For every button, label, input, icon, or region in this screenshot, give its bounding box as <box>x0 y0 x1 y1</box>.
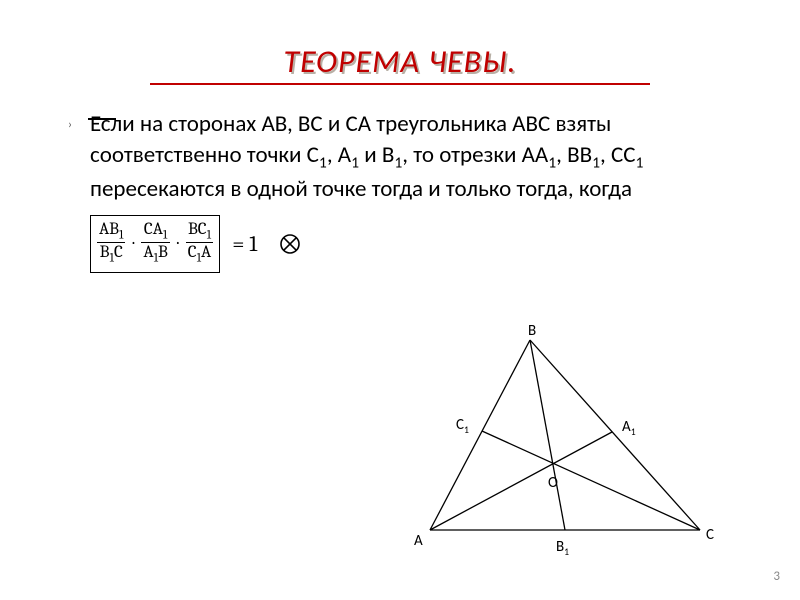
title-region: ТЕОРЕМА ЧЕВЫ. <box>0 0 800 85</box>
triangle-diagram: ABCA1B1C1O <box>410 330 730 550</box>
formula-rhs: = 1 <box>220 231 265 257</box>
bullet-marker: › <box>68 117 72 133</box>
formula-box: AB1B1C·CA1A1B·BC1C1A <box>90 215 220 273</box>
fraction: AB1B1C <box>97 220 125 266</box>
fraction: BC1C1A <box>186 220 213 266</box>
page-number: 3 <box>773 569 780 584</box>
formula-row: AB1B1C·CA1A1B·BC1C1A = 1 <box>90 215 730 273</box>
diagram-label-B: B <box>528 322 536 340</box>
diagram-label-A: A <box>414 532 423 550</box>
otimes-icon <box>279 233 301 255</box>
diagram-label-O: O <box>548 474 558 492</box>
diagram-label-C1: C1 <box>456 416 469 436</box>
fraction: CA1A1B <box>141 220 169 266</box>
body-region: › Если на сторонах AB, BC и CA треугольн… <box>0 85 800 273</box>
diagram-label-A1: A1 <box>622 418 636 438</box>
dot-operator: · <box>170 232 186 253</box>
slide-title: ТЕОРЕМА ЧЕВЫ. <box>0 42 800 81</box>
diagram-label-C: C <box>706 526 714 544</box>
theorem-text: › Если на сторонах AB, BC и CA треугольн… <box>90 109 730 205</box>
dot-operator: · <box>125 232 141 253</box>
diagram-label-B1: B1 <box>556 538 569 558</box>
theorem-body: Если на сторонах AB, BC и CA треугольник… <box>90 110 643 203</box>
